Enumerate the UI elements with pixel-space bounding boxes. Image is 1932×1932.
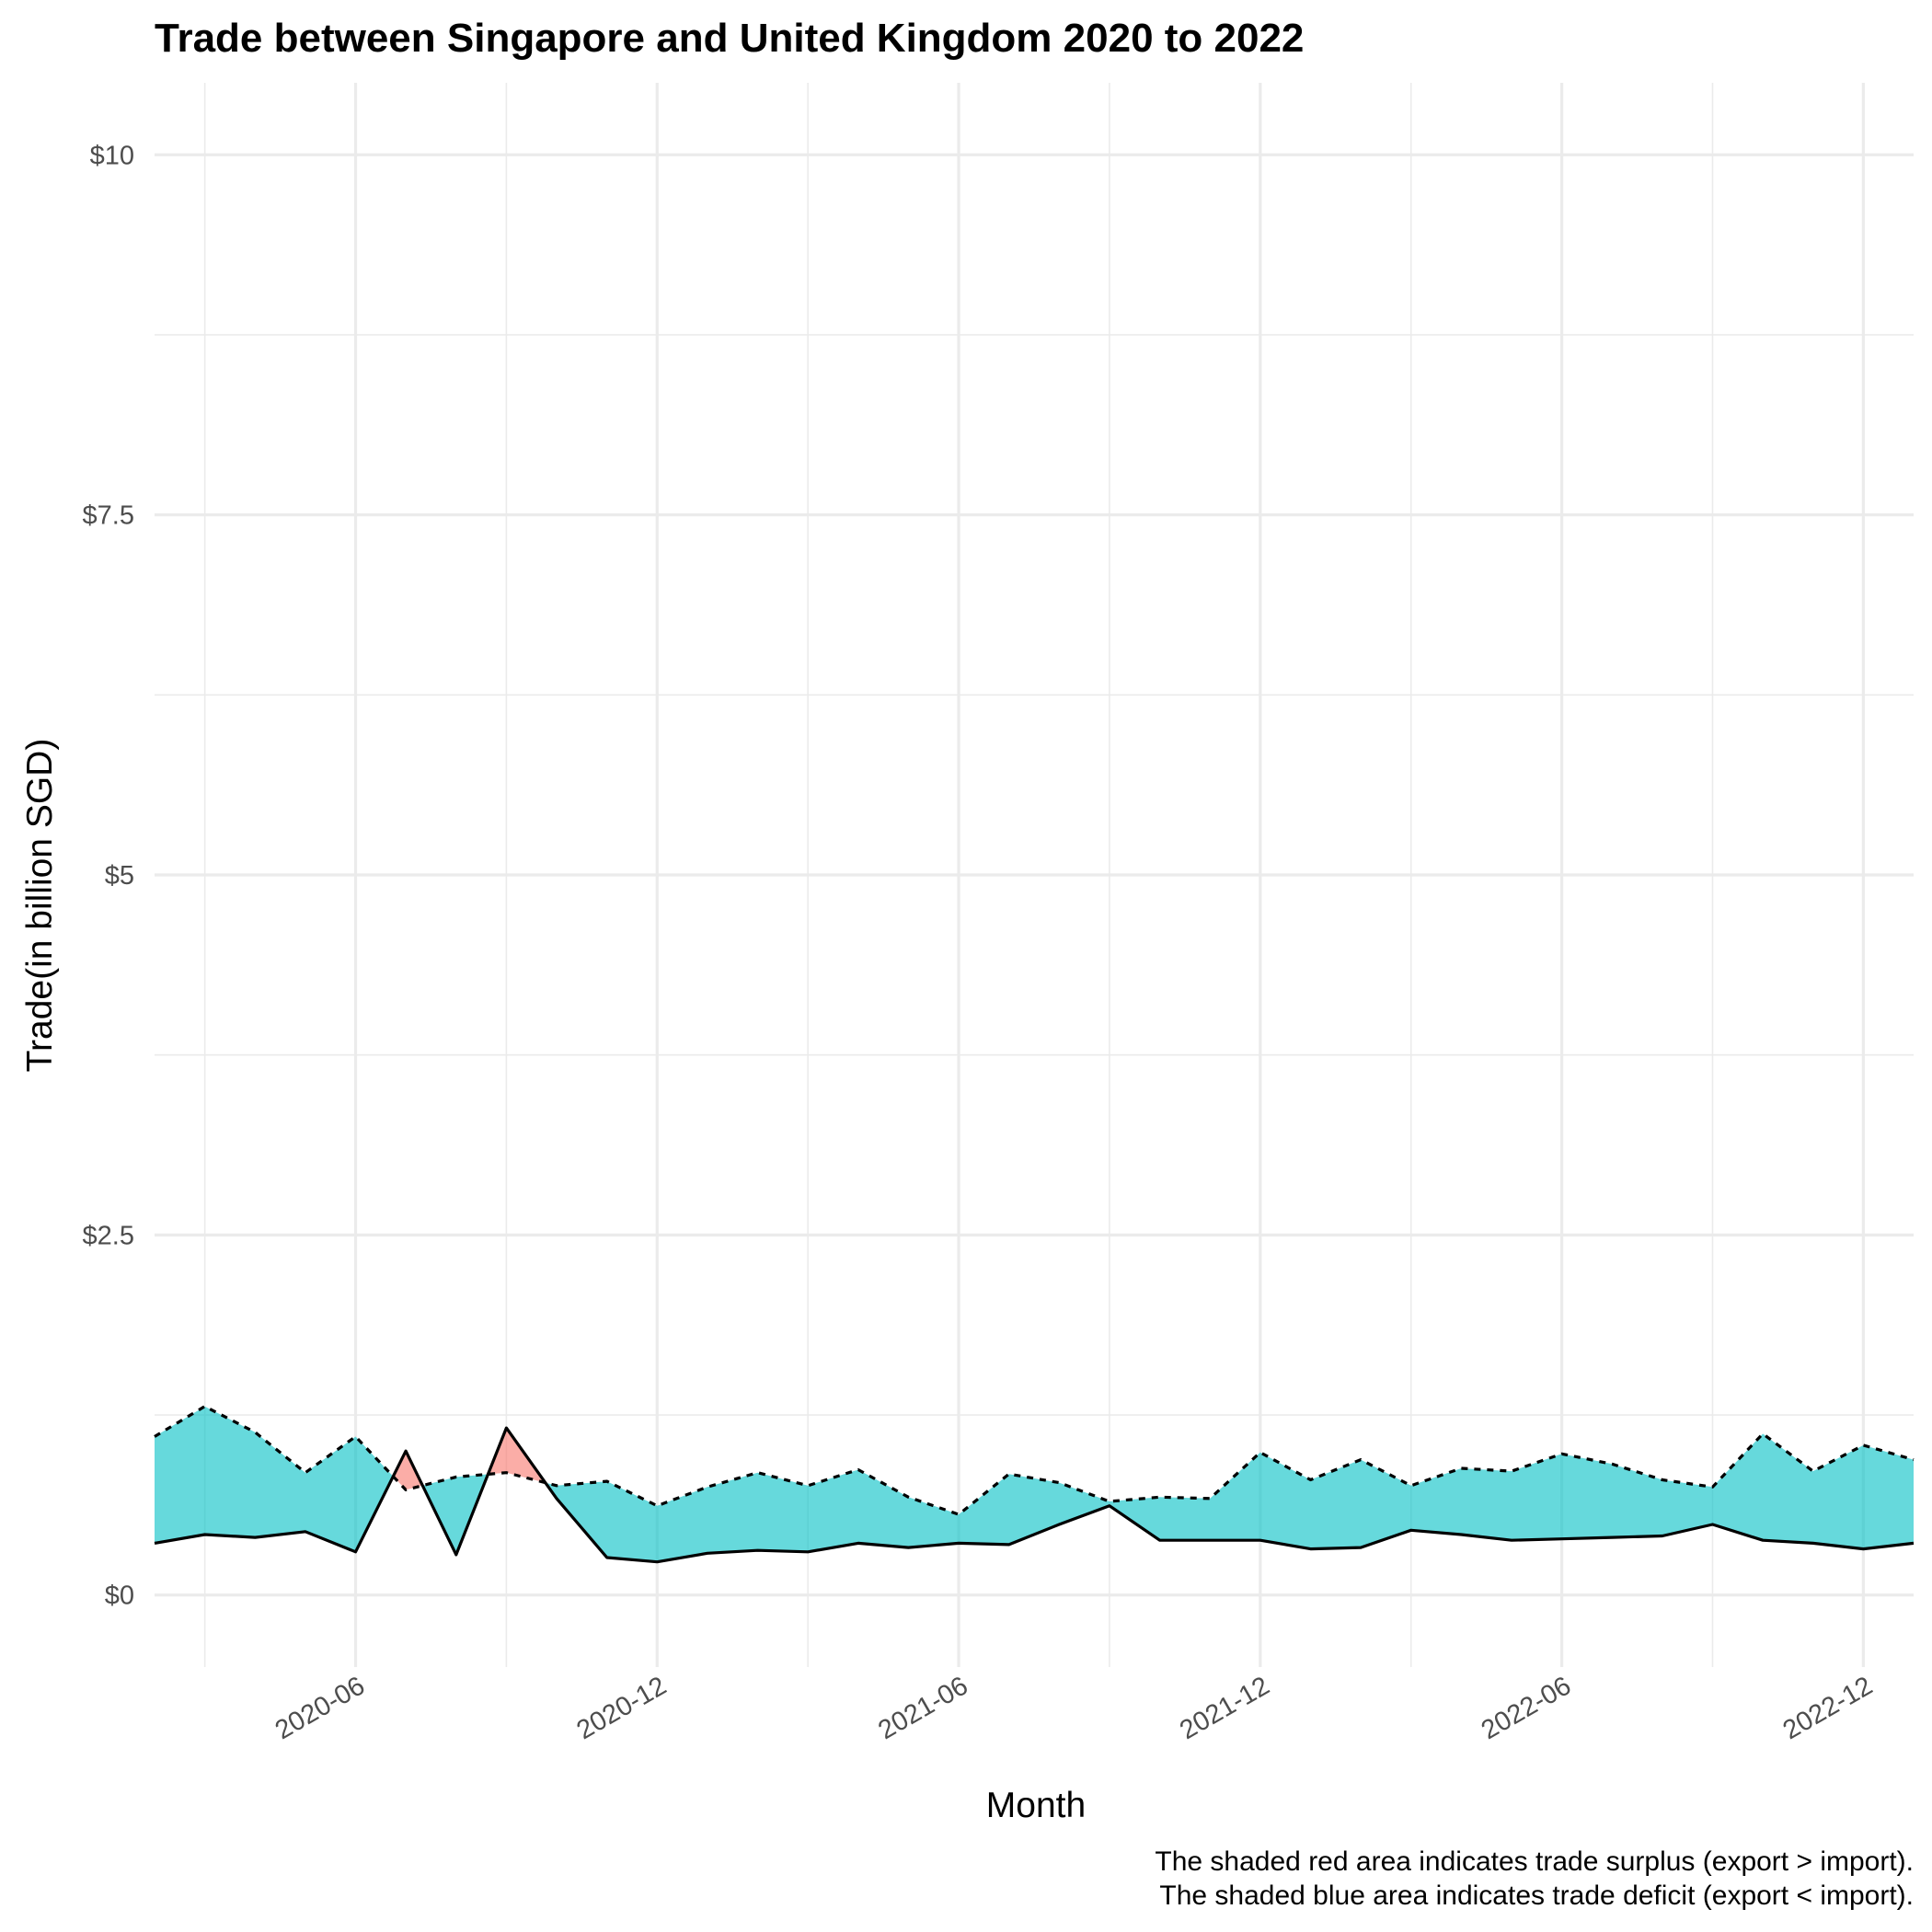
- surplus-area: [393, 1451, 423, 1490]
- x-axis-ticks: 2020-06 2020-12 2021-06 2021-12 2022-06 2022-…: [270, 1671, 1878, 1745]
- x-tick-label: 2020-12: [572, 1671, 672, 1745]
- area-fills: [155, 1406, 1915, 1562]
- y-axis-title: Trade(in billion SGD): [20, 739, 60, 1073]
- deficit-area: [155, 1406, 394, 1552]
- grid: [155, 83, 1914, 1667]
- x-tick-label: 2021-06: [873, 1671, 972, 1745]
- x-tick-label: 2022-06: [1477, 1671, 1576, 1745]
- y-tick-label: $2.5: [83, 1221, 134, 1250]
- deficit-area: [545, 1433, 1915, 1562]
- y-tick-label: $7.5: [83, 501, 134, 531]
- x-axis-title: Month: [986, 1786, 1086, 1825]
- chart-title: Trade between Singapore and United Kingd…: [155, 16, 1304, 61]
- x-tick-label: 2022-12: [1778, 1671, 1878, 1745]
- caption-line-1: The shaded red area indicates trade surp…: [1155, 1846, 1914, 1877]
- deficit-area: [422, 1474, 489, 1555]
- caption-line-2: The shaded blue area indicates trade def…: [1159, 1880, 1914, 1911]
- x-tick-label: 2021-12: [1175, 1671, 1274, 1745]
- x-tick-label: 2020-06: [270, 1671, 370, 1745]
- y-tick-label: $0: [105, 1581, 134, 1611]
- series-line-solid: [154, 1426, 1915, 1564]
- series-lines: [154, 1405, 1915, 1564]
- y-axis-ticks: $0 $2.5 $5 $7.5 $10: [83, 141, 134, 1610]
- y-tick-label: $5: [105, 861, 134, 891]
- y-tick-label: $10: [90, 141, 134, 170]
